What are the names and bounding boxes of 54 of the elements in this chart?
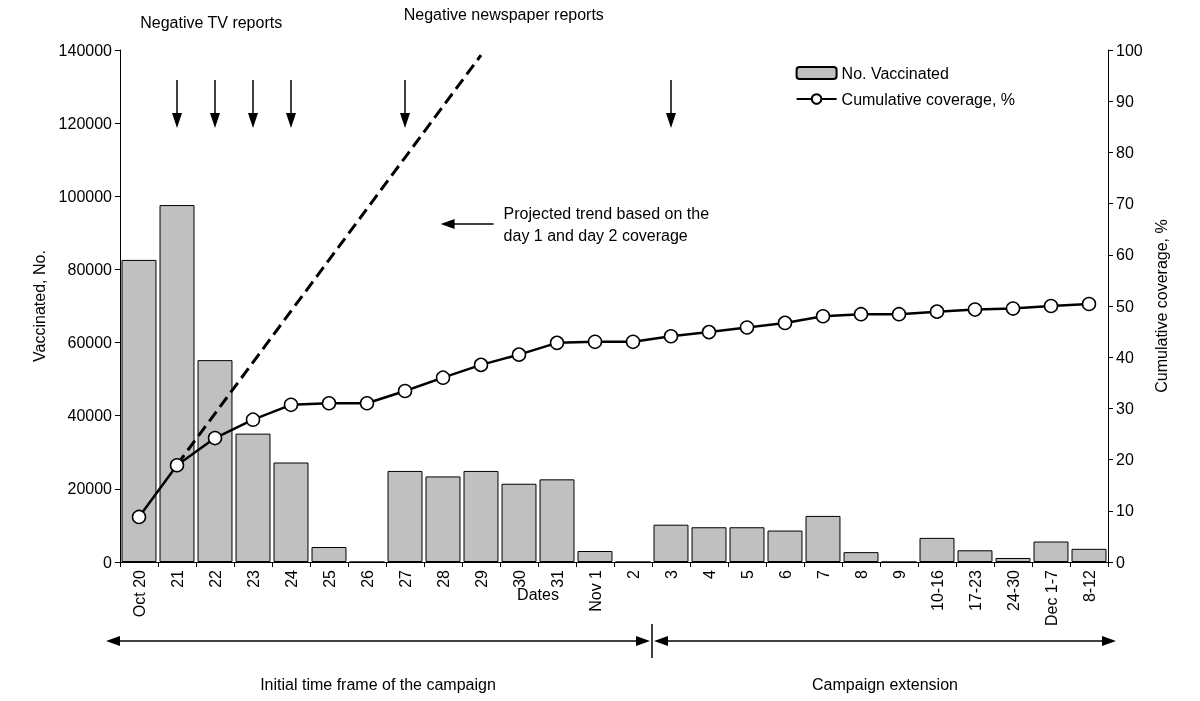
y2-tick-label: 70: [1116, 195, 1134, 213]
legend-label: Cumulative coverage, %: [841, 90, 1016, 108]
text: Negative newspaper reports: [403, 5, 604, 23]
x-tick-label: 8-12: [1080, 569, 1098, 603]
x-tick-label: 30: [510, 569, 528, 588]
y-tick-label: 0: [103, 553, 113, 571]
y2-tick-label: 100: [1116, 41, 1143, 59]
x-tick-label: 24-30: [1004, 569, 1022, 611]
y2-tick-label: 60: [1116, 246, 1134, 264]
y-tick-label: 40000: [67, 407, 113, 425]
text: Negative TV reports: [140, 13, 283, 31]
y2-tick-label: 30: [1116, 399, 1134, 417]
x-tick-label: 25: [320, 569, 338, 588]
x-tick-label: Oct 20: [130, 569, 148, 618]
y2-tick-label: 20: [1116, 451, 1134, 469]
x-tick-label: 31: [548, 569, 566, 588]
y2-tick-label: 80: [1116, 143, 1134, 161]
x-tick-label: Dec 1-7: [1042, 569, 1060, 627]
y2-tick-label: 0: [1116, 553, 1125, 571]
x-tick-label: 5: [738, 569, 756, 579]
y-tick-label: 80000: [67, 260, 113, 278]
x-tick-label: 4: [700, 569, 718, 579]
y-tick-label: 100000: [58, 187, 113, 205]
y2-tick-label: 50: [1116, 297, 1134, 315]
y2-tick-label: 10: [1116, 502, 1134, 520]
text: Campaign extension: [812, 675, 958, 693]
x-tick-label: 17-23: [966, 569, 984, 611]
x-tick-label: 3: [662, 569, 680, 579]
x-tick-label: 27: [396, 569, 414, 588]
y-tick-label: 140000: [58, 41, 113, 59]
annotation: Projected trend based on the day 1 and day 2 coverage: [503, 204, 710, 244]
x-tick-label: 8: [852, 569, 870, 579]
x-tick-label: 28: [434, 569, 452, 588]
y-tick-label: 60000: [67, 334, 113, 352]
y2-tick-label: 90: [1116, 92, 1134, 110]
y-tick-label: 120000: [58, 114, 113, 132]
x-tick-label: 23: [244, 569, 262, 588]
x-tick-label: 7: [814, 569, 832, 579]
y2-tick-label: 40: [1116, 348, 1134, 366]
x-tick-label: 29: [472, 569, 490, 588]
y-axis-title: Vaccinated, No.: [31, 250, 49, 362]
y-tick-label: 20000: [67, 480, 113, 498]
x-tick-label: 22: [206, 569, 224, 588]
x-tick-label: 21: [168, 569, 186, 588]
y2-axis-title: Cumulative coverage, %: [1153, 219, 1171, 393]
x-tick-label: 2: [624, 569, 642, 579]
x-tick-label: Nov 1: [586, 569, 604, 612]
x-tick-label: 26: [358, 569, 376, 588]
x-tick-label: 24: [282, 569, 300, 588]
x-tick-label: 9: [890, 569, 908, 579]
text: Initial time frame of the campaign: [260, 675, 496, 693]
x-tick-label: 10-16: [928, 569, 946, 611]
legend-label: No. Vaccinated: [841, 64, 949, 82]
x-tick-label: 6: [776, 569, 794, 579]
